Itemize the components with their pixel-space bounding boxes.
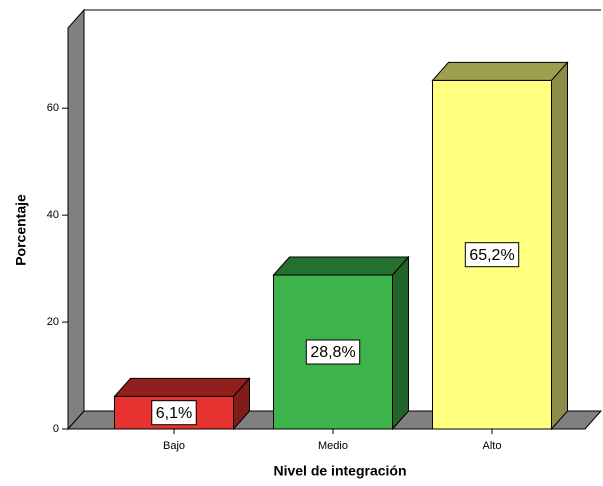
- left-wall: [67, 8, 85, 431]
- y-axis-title: Porcentaje: [13, 194, 29, 266]
- value-label: 65,2%: [469, 247, 514, 264]
- bar-side: [551, 61, 568, 431]
- y-tick-label: 40: [47, 209, 59, 221]
- y-tick-label: 20: [47, 316, 59, 328]
- bar-side: [233, 377, 250, 431]
- y-tick-label: 0: [53, 423, 59, 435]
- bar-top: [272, 256, 410, 276]
- value-label-box: [305, 339, 361, 365]
- x-axis-title: Nivel de integración: [273, 463, 406, 479]
- y-tick-label: 60: [47, 102, 59, 114]
- bar-top: [113, 377, 251, 397]
- value-label: 28,8%: [310, 344, 355, 361]
- x-tick-label: Alto: [483, 440, 502, 452]
- x-tick-label: Bajo: [163, 440, 185, 452]
- bar-side: [392, 255, 409, 431]
- x-tick-label: Medio: [318, 440, 348, 452]
- bar-top: [431, 61, 569, 81]
- back-wall: [83, 9, 601, 411]
- value-label: 6,1%: [156, 405, 192, 422]
- value-label-box: [464, 242, 520, 268]
- value-label-box: [151, 400, 197, 426]
